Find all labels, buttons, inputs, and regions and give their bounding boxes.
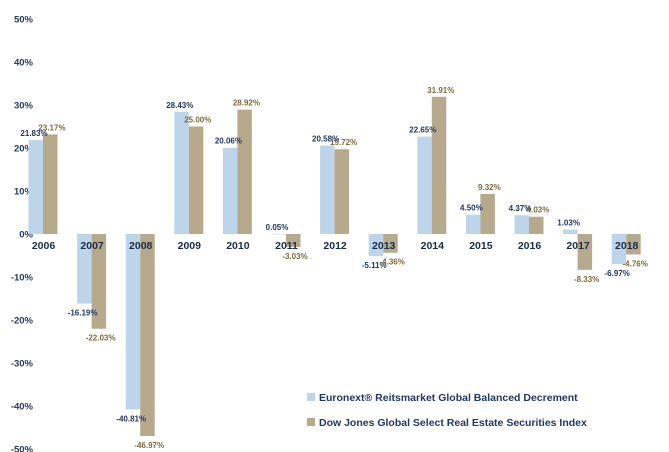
bar-euronext-2006 xyxy=(28,140,43,234)
data-label-dowjones-2006: 23.17% xyxy=(38,123,65,132)
y-axis: 50% 40% 30% 20% 10% 0% -10% -20% -30% -40% -50% xyxy=(11,15,34,452)
legend-swatch-dowjones xyxy=(307,418,315,426)
y-tick-label: -50% xyxy=(11,445,34,452)
bar-dowjones-2007 xyxy=(91,234,107,329)
legend-label-euronext: Euronext® Reitsmarket Global Balanced De… xyxy=(319,392,578,404)
bar-dowjones-2010 xyxy=(237,109,252,234)
legend-label-dowjones: Dow Jones Global Select Real Estate Secu… xyxy=(319,417,587,429)
y-tick-label: -30% xyxy=(11,359,34,370)
bar-dowjones-2006 xyxy=(43,134,58,234)
data-label-dowjones-2012: 19.72% xyxy=(330,138,357,147)
bar-euronext-2014 xyxy=(417,136,432,234)
category-label-2009: 2009 xyxy=(178,240,202,252)
bar-dowjones-2008 xyxy=(140,234,155,436)
data-label-euronext-2008: -40.81% xyxy=(116,414,146,423)
bar-euronext-2010 xyxy=(222,147,238,234)
legend: Euronext® Reitsmarket Global Balanced De… xyxy=(307,392,587,429)
data-label-euronext-2006: 21.83% xyxy=(20,129,47,138)
category-label-2017: 2017 xyxy=(566,240,590,252)
data-label-euronext-2012: 20.58% xyxy=(312,135,339,144)
bar-dowjones-2012 xyxy=(334,149,350,234)
data-label-dowjones-2013: -4.36% xyxy=(380,258,405,267)
category-label-2013: 2013 xyxy=(372,240,396,252)
category-label-2014: 2014 xyxy=(421,240,445,252)
data-label-dowjones-2010: 28.92% xyxy=(233,99,260,108)
bar-euronext-2011 xyxy=(271,233,286,235)
bar-dowjones-2015 xyxy=(480,193,495,234)
bar-euronext-2013 xyxy=(368,234,384,256)
category-label-2010: 2010 xyxy=(226,240,250,252)
y-tick-label: -20% xyxy=(11,316,34,327)
y-tick-label: 20% xyxy=(14,144,34,155)
bar-euronext-2018 xyxy=(611,234,627,264)
bar-dowjones-2016 xyxy=(529,216,544,234)
bar-dowjones-2011 xyxy=(286,234,301,248)
bar-dowjones-2009 xyxy=(188,126,204,234)
category-label-2007: 2007 xyxy=(80,240,104,252)
category-label-2012: 2012 xyxy=(323,240,347,252)
category-label-2015: 2015 xyxy=(469,240,493,252)
bars xyxy=(28,96,641,436)
category-label-2018: 2018 xyxy=(615,240,639,252)
data-label-euronext-2010: 20.06% xyxy=(215,137,242,146)
data-label-euronext-2014: 22.65% xyxy=(409,126,436,135)
bar-euronext-2015 xyxy=(465,214,481,234)
bar-dowjones-2014 xyxy=(431,96,447,234)
bar-euronext-2009 xyxy=(174,111,189,234)
data-label-dowjones-2007: -22.03% xyxy=(86,334,116,343)
category-label-2016: 2016 xyxy=(518,240,542,252)
data-label-euronext-2013: -5.11% xyxy=(362,261,387,270)
category-label-2011: 2011 xyxy=(275,240,298,252)
bar-dowjones-2013 xyxy=(383,234,398,253)
bar-euronext-2007 xyxy=(77,234,92,304)
bar-dowjones-2018 xyxy=(626,234,641,255)
data-label-dowjones-2016: 4.03% xyxy=(527,206,550,215)
y-tick-label: 0% xyxy=(19,230,33,241)
data-label-euronext-2015: 4.50% xyxy=(460,204,483,213)
bar-euronext-2008 xyxy=(125,234,141,410)
legend-swatch-euronext xyxy=(307,393,315,401)
y-tick-label: -40% xyxy=(11,402,34,413)
data-label-euronext-2018: -6.97% xyxy=(605,269,630,278)
data-label-dowjones-2017: -8.33% xyxy=(574,275,599,284)
data-label-dowjones-2015: 9.32% xyxy=(478,183,501,192)
data-labels: 21.83%23.17% -16.19% -22.03% -40.81% -46.97%… xyxy=(20,86,647,450)
data-label-euronext-2009: 28.43% xyxy=(166,101,193,110)
data-label-dowjones-2011: -3.03% xyxy=(282,252,307,261)
y-tick-label: 50% xyxy=(14,15,34,26)
data-label-euronext-2011: 0.05% xyxy=(266,223,289,232)
y-tick-label: 10% xyxy=(14,187,34,198)
category-label-2008: 2008 xyxy=(129,240,153,252)
bar-dowjones-2017 xyxy=(577,234,593,270)
y-tick-label: 30% xyxy=(14,101,34,112)
bar-euronext-2016 xyxy=(514,215,529,234)
data-label-euronext-2007: -16.19% xyxy=(68,309,98,318)
data-label-dowjones-2018: -4.76% xyxy=(623,259,648,268)
data-label-dowjones-2014: 31.91% xyxy=(427,86,454,95)
bar-euronext-2012 xyxy=(320,145,335,234)
data-label-euronext-2017: 1.03% xyxy=(557,219,580,228)
data-label-dowjones-2009: 25.00% xyxy=(184,116,211,125)
data-label-euronext-2016: 4.37% xyxy=(509,204,532,213)
y-tick-label: 40% xyxy=(14,58,34,69)
category-label-2006: 2006 xyxy=(32,240,56,252)
y-tick-label: -10% xyxy=(11,273,34,284)
x-axis-category-labels: 2006 2007 2008 2009 2010 2011 2012 2013 2014 2015… xyxy=(32,240,639,252)
bar-euronext-2017 xyxy=(563,229,578,234)
data-label-dowjones-2008: -46.97% xyxy=(134,441,164,450)
